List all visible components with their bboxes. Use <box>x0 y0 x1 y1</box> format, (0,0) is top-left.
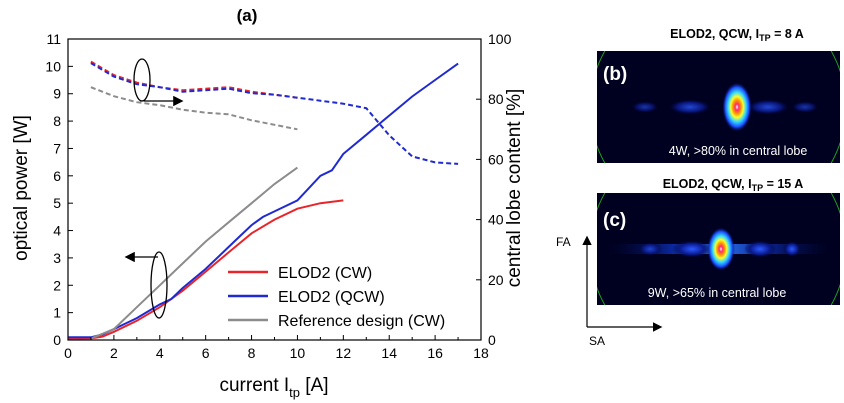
panel-c-caption: 9W, >65% in central lobe <box>648 286 787 300</box>
y-tick-label: 8 <box>53 113 61 129</box>
x-tick-label: 12 <box>336 345 352 361</box>
side-lobe-c-far-right <box>783 241 801 257</box>
panel-c-title-prefix: ELOD2, QCW, I <box>663 177 752 191</box>
panel-b-caption: 4W, >80% in central lobe <box>669 144 808 158</box>
x-tick-label: 14 <box>381 345 397 361</box>
y-tick-label: 11 <box>46 31 61 47</box>
side-lobe-b-left <box>668 99 712 115</box>
legend: ELOD2 (CW) ELOD2 (QCW) Reference design (C… <box>228 265 445 330</box>
side-lobe-c-far-left <box>638 242 662 256</box>
ticks-layer: 0 2 4 6 8 10 12 14 16 180123456789101102040608010… <box>45 31 511 361</box>
power-line-elod2-qcw <box>68 62 459 339</box>
panel-b: ELOD2, QCW, ITP = 8 A (b) 4W, >80% in ce… <box>597 27 840 163</box>
plot-area <box>67 38 482 341</box>
lobe-line-reference-design-cw <box>90 86 298 131</box>
y-tick-label: 3 <box>53 250 61 266</box>
y-tick-label: 0 <box>53 332 61 348</box>
y-tick-label: 9 <box>53 86 61 102</box>
x-axis-label: current Itp [A] <box>219 375 328 400</box>
panel-a: (a) 0 2 4 6 8 10 12 14 16 18012345678910110204060… <box>11 6 525 400</box>
side-lobe-c-right <box>744 240 776 258</box>
plot-frame <box>67 38 482 341</box>
y-tick-label: 7 <box>53 140 61 156</box>
panel-b-title-sub: TP <box>759 33 771 43</box>
lobe-axis-ellipse <box>133 58 151 102</box>
x-axis-label-sub: tp <box>289 385 300 400</box>
y2-tick-label: 100 <box>488 31 512 47</box>
x-tick-label: 2 <box>110 345 118 361</box>
panel-a-label: (a) <box>237 6 258 25</box>
panel-b-title: ELOD2, QCW, ITP = 8 A <box>670 27 804 43</box>
panel-c-label: (c) <box>603 210 626 231</box>
side-lobe-b-far-left <box>631 101 659 113</box>
sa-label: SA <box>589 334 605 348</box>
axes-indicator: FA SA <box>556 235 663 348</box>
x-tick-label: 16 <box>427 345 443 361</box>
y-tick-label: 4 <box>53 223 61 239</box>
panel-b-title-prefix: ELOD2, QCW, I <box>670 27 759 41</box>
panel-c-title-suffix: = 15 A <box>763 177 803 191</box>
power-axis-ellipse <box>150 251 168 319</box>
y2-tick-label: 80 <box>488 91 504 107</box>
side-lobe-b-right <box>746 99 790 115</box>
x-tick-label: 4 <box>156 345 164 361</box>
fa-label: FA <box>556 235 571 249</box>
y-left-axis-label: optical power [W] <box>11 115 32 261</box>
x-tick-label: 18 <box>473 345 489 361</box>
beam-profile-c-content <box>597 193 840 305</box>
y2-tick-label: 60 <box>488 151 504 167</box>
y2-tick-label: 40 <box>488 212 504 228</box>
y-tick-label: 2 <box>53 277 61 293</box>
x-tick-label: 8 <box>248 345 256 361</box>
panel-b-label: (b) <box>603 64 627 85</box>
legend-label: ELOD2 (QCW) <box>278 289 385 306</box>
y-tick-label: 5 <box>53 195 61 211</box>
y2-tick-label: 20 <box>488 272 504 288</box>
legend-label: Reference design (CW) <box>278 313 445 330</box>
power-line-reference-design-cw <box>90 166 298 340</box>
side-lobe-b-far-right <box>791 101 819 113</box>
series-layer <box>67 60 459 340</box>
central-lobe-b <box>722 82 752 132</box>
beam-profile-b-content <box>597 51 840 163</box>
power-line-elod2-cw <box>67 199 344 340</box>
x-tick-label: 6 <box>202 345 210 361</box>
y-tick-label: 1 <box>53 305 61 321</box>
side-lobe-c-left <box>672 240 712 258</box>
x-axis-label-unit: [A] <box>300 375 329 396</box>
panel-c-title: ELOD2, QCW, ITP = 15 A <box>663 177 804 193</box>
y-right-axis-label: central lobe content [%] <box>504 89 525 288</box>
y-tick-label: 10 <box>45 58 61 74</box>
x-axis-label-main: current I <box>219 375 289 396</box>
panel-c: ELOD2, QCW, ITP = 15 A (c) 9W, >65% in c… <box>597 177 840 305</box>
x-tick-label: 10 <box>290 345 306 361</box>
panel-b-title-suffix: = 8 A <box>771 27 804 41</box>
x-tick-label: 0 <box>64 345 72 361</box>
legend-label: ELOD2 (CW) <box>278 265 372 282</box>
panel-c-title-sub: TP <box>752 183 764 193</box>
central-lobe-c <box>707 227 735 271</box>
y2-tick-label: 0 <box>488 332 496 348</box>
y-tick-label: 6 <box>53 168 61 184</box>
lobe-line-elod2-qcw <box>90 62 459 165</box>
